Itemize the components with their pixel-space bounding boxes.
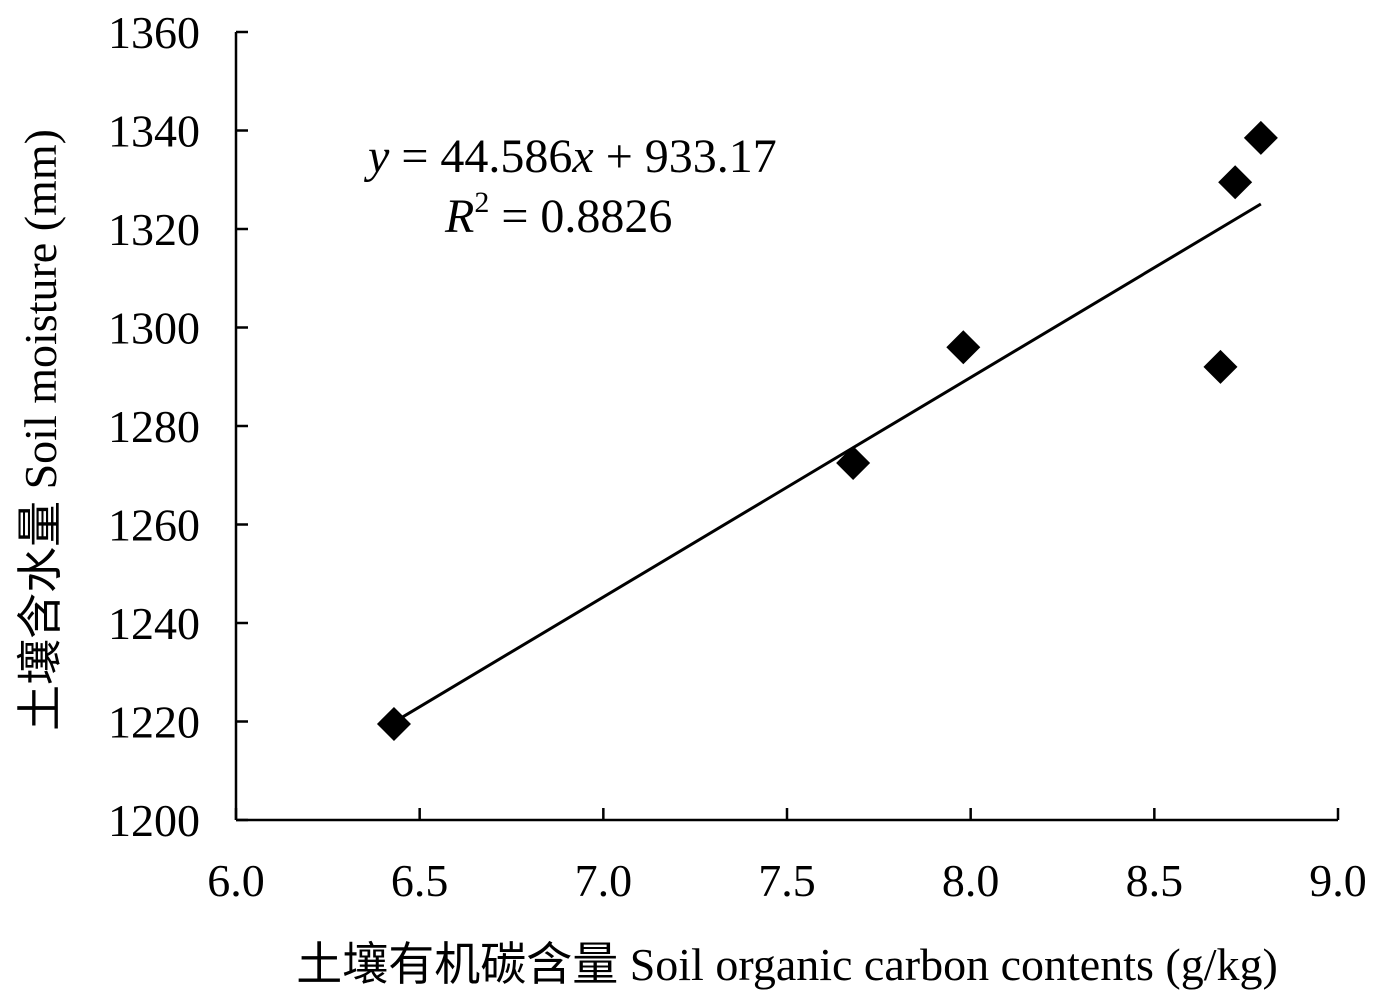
y-axis-title: 土壤含水量 Soil moisture (mm) [15, 129, 66, 731]
y-tick-label: 1260 [108, 500, 200, 551]
x-axis-title: 土壤有机碳含量 Soil organic carbon contents (g/… [296, 939, 1278, 990]
x-ticks: 6.0 6.5 7.0 7.5 8.0 8.5 9.0 [207, 808, 1367, 906]
regression-equation: y = 44.586x + 933.17 [363, 130, 777, 183]
equation-x-var: x [571, 130, 593, 183]
data-point-diamond [1243, 120, 1278, 155]
equation-tail: + 933.17 [594, 130, 777, 183]
x-tick-label: 6.5 [391, 855, 449, 906]
data-point-diamond [1203, 349, 1238, 384]
y-tick-label: 1320 [108, 204, 200, 255]
x-tick-label: 6.0 [207, 855, 265, 906]
y-tick-label: 1360 [108, 7, 200, 58]
y-tick-label: 1280 [108, 401, 200, 452]
x-tick-label: 8.0 [942, 855, 1000, 906]
data-points [376, 120, 1278, 741]
data-point-diamond [376, 706, 411, 741]
y-ticks: 1200 1220 1240 1260 1280 1300 1320 1340 1360 [108, 7, 248, 846]
r-squared-value: = 0.8826 [489, 190, 672, 243]
y-tick-label: 1240 [108, 598, 200, 649]
equation-middle: = 44.586 [389, 130, 572, 183]
x-tick-label: 8.5 [1126, 855, 1184, 906]
trend-line [393, 202, 1262, 724]
data-point-diamond [1218, 165, 1253, 200]
equation-y-var: y [363, 130, 390, 183]
y-tick-label: 1200 [108, 795, 200, 846]
data-point-diamond [946, 330, 981, 365]
r-squared-var: R [444, 190, 474, 243]
y-tick-label: 1340 [108, 106, 200, 157]
x-tick-label: 7.5 [758, 855, 816, 906]
r-squared-label: R2 = 0.8826 [444, 186, 672, 243]
y-tick-label: 1300 [108, 303, 200, 354]
r-squared-superscript: 2 [474, 186, 489, 219]
x-tick-label: 9.0 [1309, 855, 1367, 906]
data-point-diamond [836, 445, 871, 480]
x-tick-label: 7.0 [575, 855, 633, 906]
y-tick-label: 1220 [108, 697, 200, 748]
